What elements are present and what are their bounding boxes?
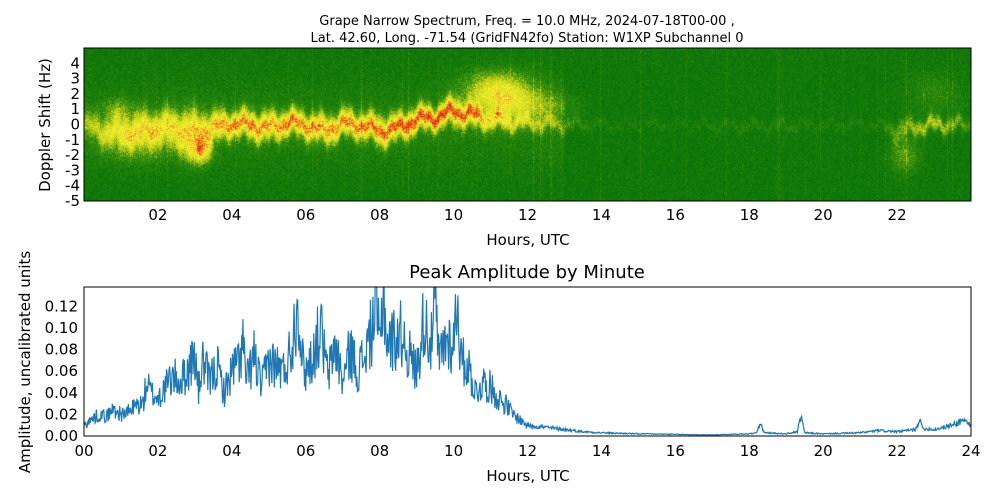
spectrogram-y-tick-label: 3 <box>70 70 80 88</box>
amplitude-chart: Peak Amplitude by Minute 00 02 04 06 08 10 12 1… <box>16 251 981 485</box>
amplitude-x-tick-label: 12 <box>518 442 537 460</box>
spectrogram-y-tick-label: -5 <box>65 192 80 210</box>
amplitude-series-line <box>84 287 971 436</box>
spectrogram-y-tick-label: -1 <box>65 131 80 149</box>
amplitude-x-tick-label: 04 <box>222 442 241 460</box>
amplitude-y-axis-label: Amplitude, uncalibrated units <box>16 251 34 474</box>
amplitude-frame <box>83 286 972 437</box>
spectrogram-y-tick-label: 0 <box>70 116 80 134</box>
amplitude-y-ticks: 0.00 0.02 0.04 0.06 0.08 0.10 0.12 <box>45 297 78 445</box>
spectrogram-x-tick-label: 04 <box>222 206 241 224</box>
spectrogram-title-line1: Grape Narrow Spectrum, Freq. = 10.0 MHz,… <box>319 14 734 29</box>
amplitude-x-tick-label: 10 <box>444 442 463 460</box>
spectrogram-x-tick-label: 06 <box>296 206 315 224</box>
spectrogram-x-tick-label: 20 <box>814 206 833 224</box>
amplitude-x-tick-label: 02 <box>148 442 167 460</box>
spectrogram-y-tick-label: 1 <box>70 100 80 118</box>
spectrogram-plot-area <box>83 47 972 202</box>
amplitude-y-tick-label: 0.00 <box>45 427 78 445</box>
spectrogram-x-tick-label: 12 <box>518 206 537 224</box>
amplitude-x-axis-label: Hours, UTC <box>486 467 569 485</box>
amplitude-plot-area <box>83 286 972 437</box>
amplitude-x-tick-label: 20 <box>814 442 833 460</box>
spectrogram-y-tick-label: 2 <box>70 85 80 103</box>
amplitude-y-tick-label: 0.06 <box>45 362 78 380</box>
amplitude-x-tick-label: 18 <box>740 442 759 460</box>
spectrogram-y-tick-label: 4 <box>70 54 80 72</box>
spectrogram-chart: Grape Narrow Spectrum, Freq. = 10.0 MHz,… <box>36 14 972 249</box>
spectrogram-title-line2: Lat. 42.60, Long. -71.54 (GridFN42fo) St… <box>311 31 744 46</box>
amplitude-y-tick-label: 0.02 <box>45 405 78 423</box>
amplitude-x-tick-label: 08 <box>370 442 389 460</box>
amplitude-x-tick-label: 00 <box>74 442 93 460</box>
amplitude-x-tick-label: 16 <box>666 442 685 460</box>
amplitude-x-tick-label: 06 <box>296 442 315 460</box>
spectrogram-x-tick-label: 14 <box>592 206 611 224</box>
spectrogram-y-tick-label: -2 <box>65 146 80 164</box>
amplitude-y-tick-label: 0.10 <box>45 319 78 337</box>
amplitude-x-tick-label: 22 <box>888 442 907 460</box>
amplitude-chart-title: Peak Amplitude by Minute <box>409 262 645 283</box>
spectrogram-x-tick-label: 02 <box>148 206 167 224</box>
amplitude-y-tick-label: 0.04 <box>45 384 78 402</box>
spectrogram-x-tick-label: 16 <box>666 206 685 224</box>
spectrogram-x-tick-label: 18 <box>740 206 759 224</box>
spectrogram-x-tick-label: 10 <box>444 206 463 224</box>
amplitude-y-tick-label: 0.08 <box>45 341 78 359</box>
spectrogram-frame <box>83 47 972 202</box>
spectrogram-y-tick-label: -3 <box>65 161 80 179</box>
spectrogram-image <box>84 48 971 201</box>
spectrogram-y-tick-label: -4 <box>65 177 80 195</box>
amplitude-x-tick-label: 24 <box>961 442 980 460</box>
spectrogram-x-axis-label: Hours, UTC <box>486 231 569 249</box>
amplitude-x-tick-label: 14 <box>592 442 611 460</box>
amplitude-y-tick-label: 0.12 <box>45 297 78 315</box>
spectrogram-y-axis-label: Doppler Shift (Hz) <box>36 58 54 192</box>
spectrogram-x-tick-label: 08 <box>370 206 389 224</box>
spectrogram-x-tick-label: 22 <box>888 206 907 224</box>
spectrogram-x-ticks: 02 04 06 08 10 12 14 16 18 20 22 <box>148 206 906 224</box>
amplitude-x-ticks: 00 02 04 06 08 10 12 14 16 18 20 22 24 <box>74 442 980 460</box>
